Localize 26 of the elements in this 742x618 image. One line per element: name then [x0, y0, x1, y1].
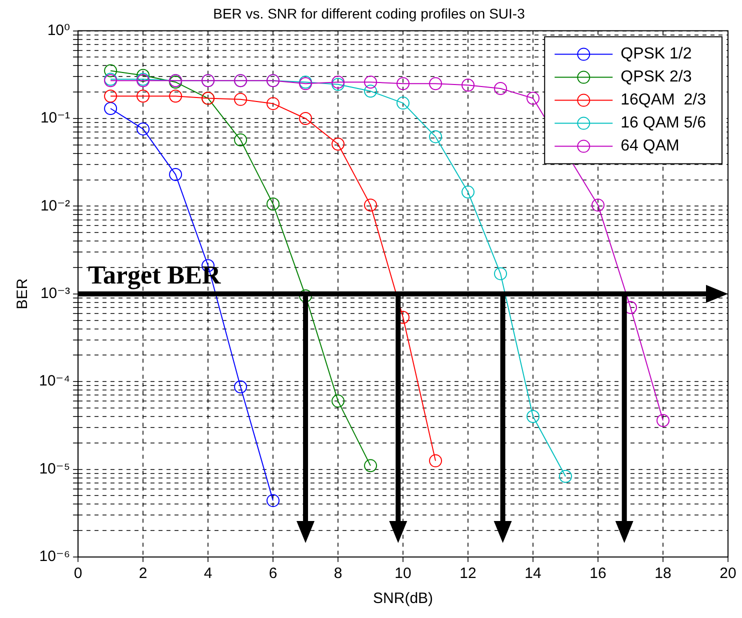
y-tick-label: 10⁻³ — [40, 285, 70, 302]
legend-label: 16 QAM 5/6 — [620, 114, 706, 132]
legend-label: QPSK 2/3 — [620, 68, 692, 86]
x-axis-title: SNR(dB) — [373, 590, 434, 608]
x-tick-label: 4 — [204, 565, 212, 582]
y-tick-label: 10⁻² — [40, 197, 70, 214]
legend-label: 16QAM 2/3 — [620, 92, 706, 109]
x-tick-label: 8 — [334, 565, 342, 582]
y-axis-title: BER — [14, 278, 32, 310]
x-tick-label: 2 — [138, 565, 148, 582]
x-tick-label: 18 — [654, 565, 672, 582]
y-tick-label: 10⁰ — [47, 22, 70, 39]
x-tick-label: 0 — [74, 565, 82, 582]
y-tick-label: 10⁻¹ — [40, 110, 70, 127]
x-tick-label: 16 — [590, 565, 606, 582]
x-tick-label: 20 — [720, 565, 736, 582]
chart-title: BER vs. SNR for different coding profiles on SUI-3 — [213, 5, 526, 22]
x-tick-label: 10 — [394, 565, 412, 582]
y-tick-label: 10⁻⁴ — [38, 372, 70, 390]
x-tick-label: 6 — [268, 565, 278, 582]
x-tick-label: 14 — [524, 565, 542, 582]
legend-label: 64 QAM — [620, 138, 680, 155]
y-tick-label: 10⁻⁶ — [39, 548, 70, 566]
y-tick-label: 10⁻⁵ — [39, 460, 70, 478]
x-tick-label: 12 — [460, 565, 476, 582]
legend-label: QPSK 1/2 — [620, 46, 692, 63]
